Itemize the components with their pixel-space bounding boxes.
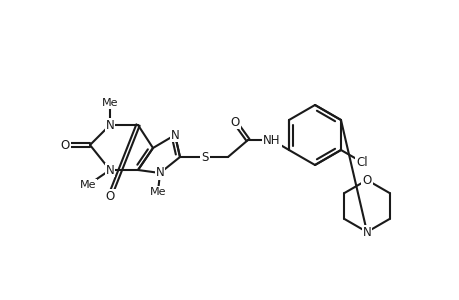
Text: S: S <box>201 151 208 164</box>
Text: O: O <box>105 190 114 202</box>
Text: Cl: Cl <box>355 155 367 169</box>
Text: N: N <box>155 167 164 179</box>
Text: Me: Me <box>150 187 166 197</box>
Text: O: O <box>60 139 69 152</box>
Text: N: N <box>106 164 114 176</box>
Text: Me: Me <box>101 98 118 108</box>
Text: N: N <box>106 118 114 131</box>
Text: O: O <box>230 116 239 128</box>
Text: O: O <box>362 173 371 187</box>
Text: NH: NH <box>263 134 280 146</box>
Text: Me: Me <box>79 180 96 190</box>
Text: N: N <box>362 226 370 238</box>
Text: N: N <box>170 128 179 142</box>
